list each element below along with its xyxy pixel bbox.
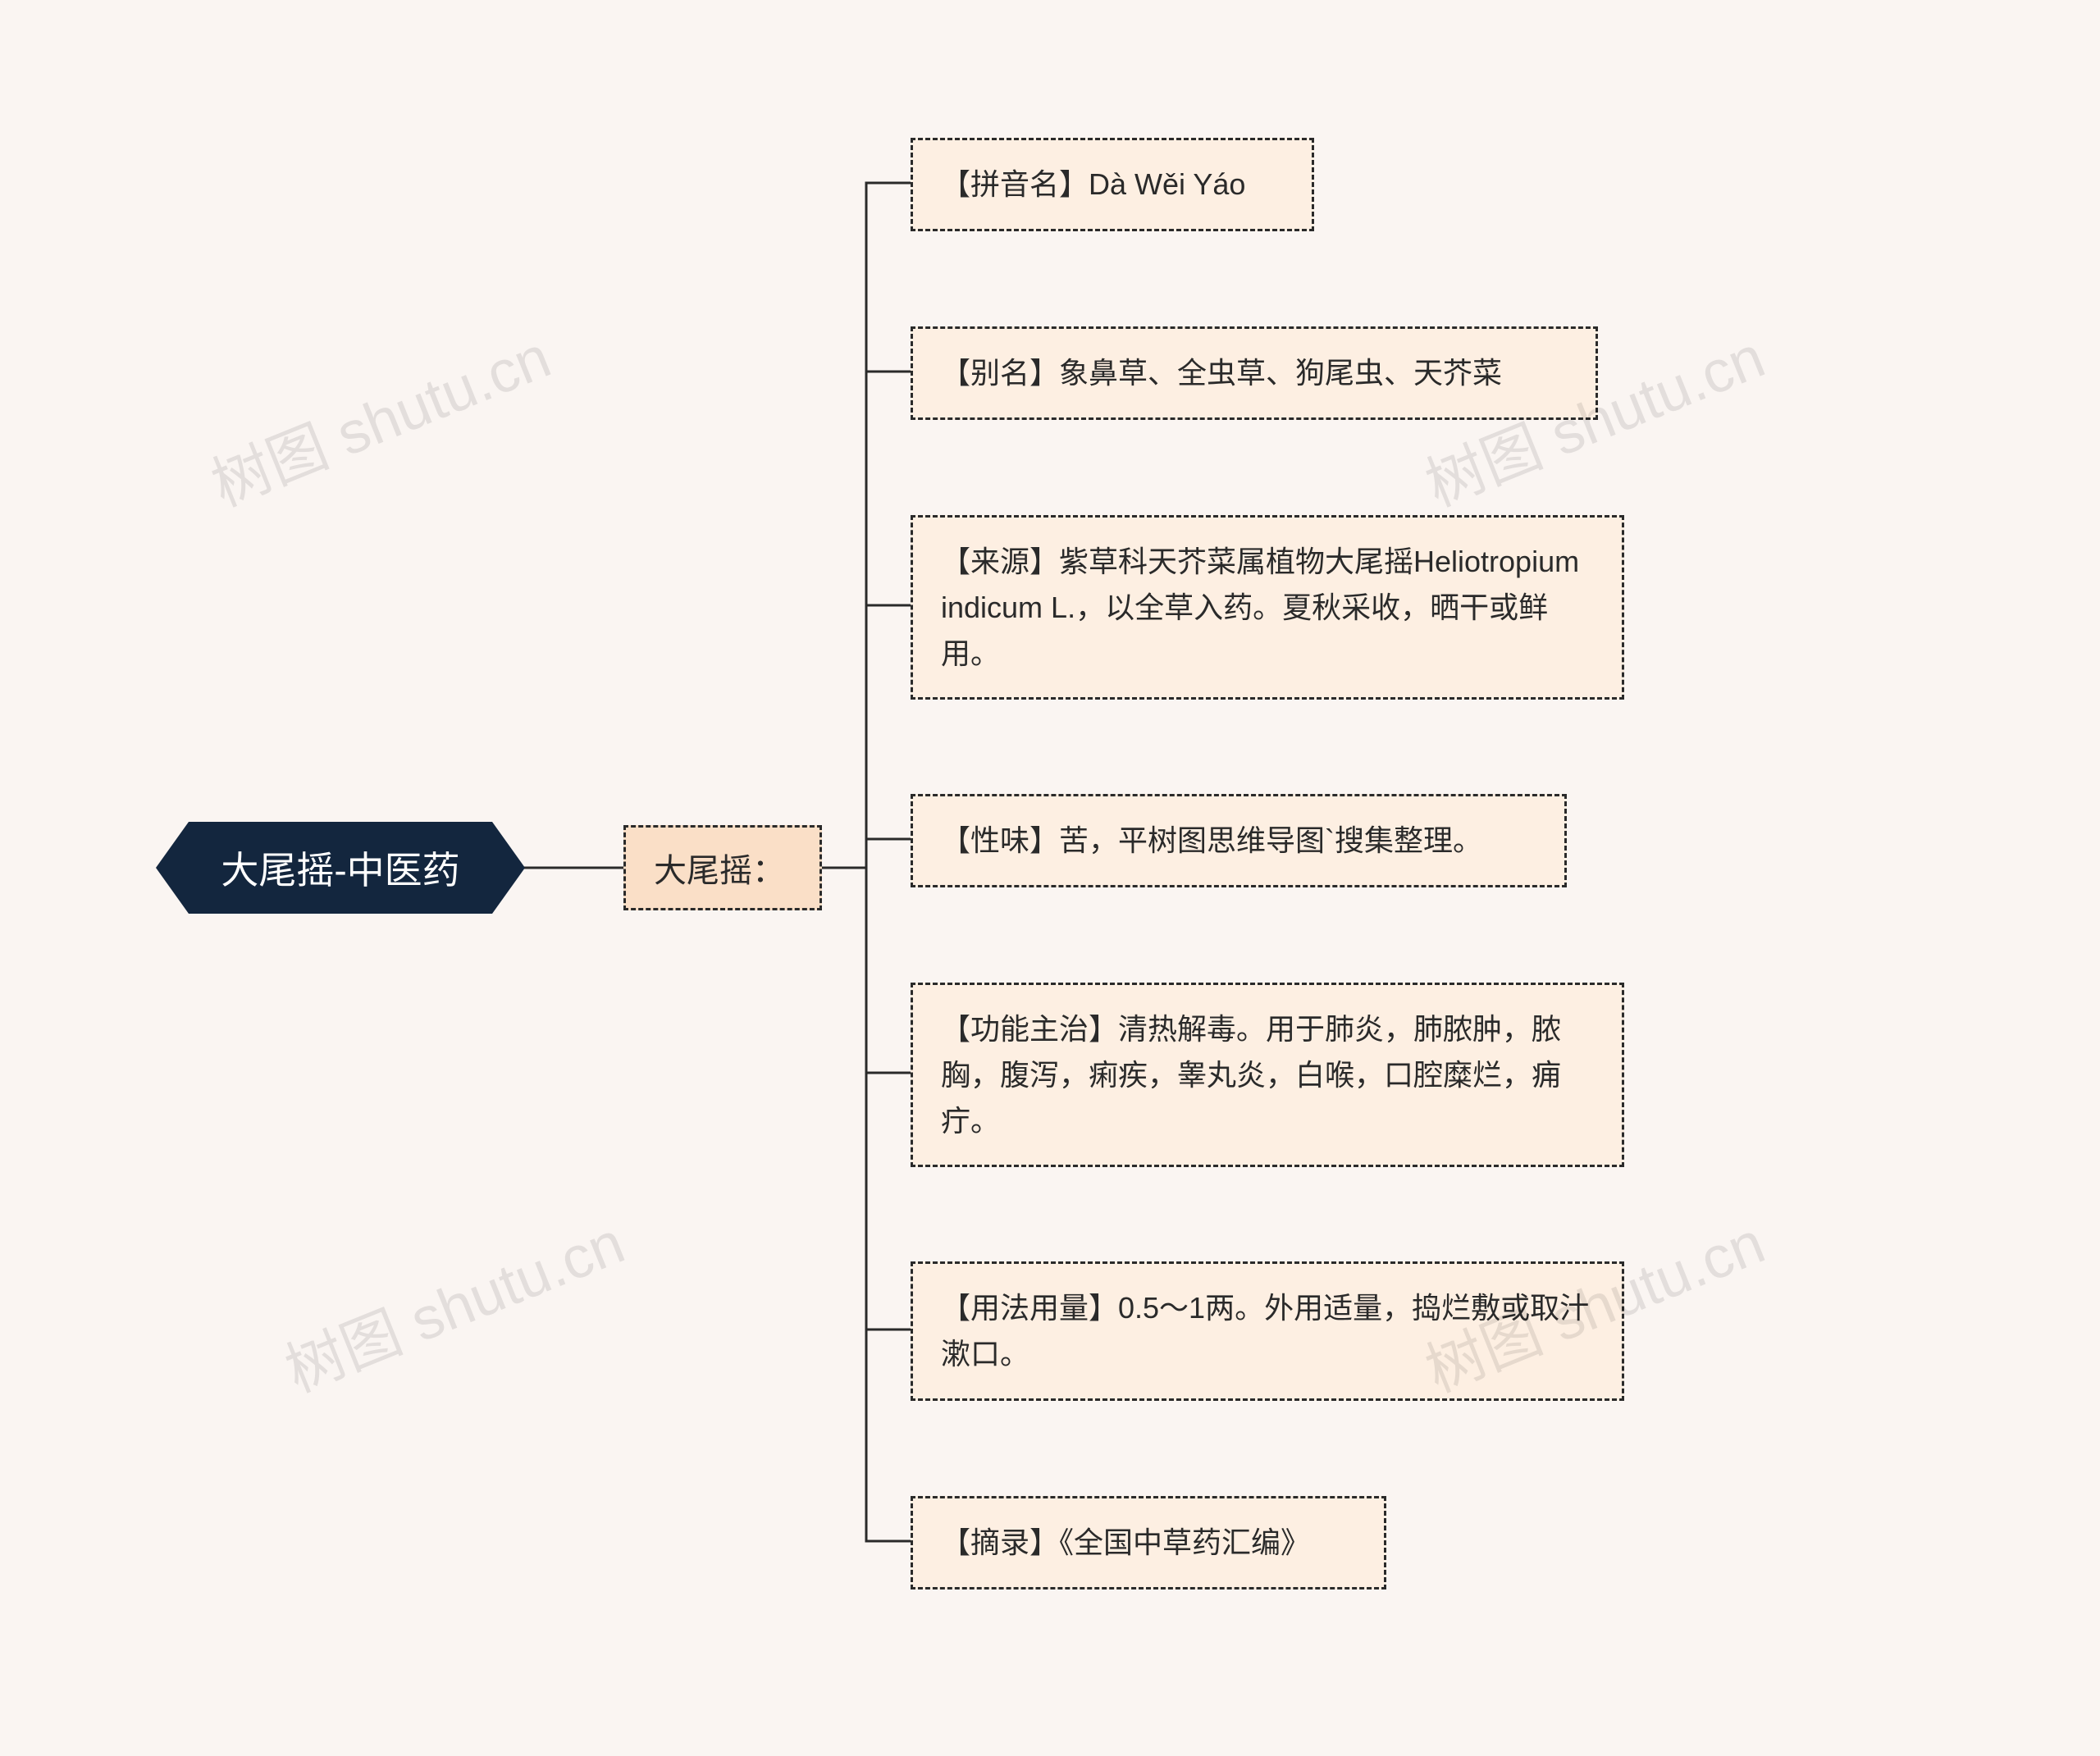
- watermark-0: 树图 shutu.cn: [197, 309, 561, 523]
- leaf-node-5: 【用法用量】0.5～1两。外用适量，捣烂敷或取汁漱口。: [911, 1261, 1624, 1401]
- leaf-node-3: 【性味】苦，平树图思维导图`搜集整理。: [911, 794, 1567, 887]
- leaf-node-0: 【拼音名】Dà Wěi Yáo: [911, 138, 1314, 231]
- root-node: 大尾摇-中医药: [156, 822, 525, 914]
- leaf-node-2: 【来源】紫草科天芥菜属植物大尾摇Heliotropium indicum L.，…: [911, 515, 1624, 700]
- watermark-2: 树图 shutu.cn: [271, 1195, 635, 1409]
- leaf-node-1: 【别名】象鼻草、全虫草、狗尾虫、天芥菜: [911, 326, 1598, 420]
- leaf-node-4: 【功能主治】清热解毒。用于肺炎，肺脓肿，脓胸，腹泻，痢疾，睾丸炎，白喉，口腔糜烂…: [911, 983, 1624, 1167]
- leaf-node-6: 【摘录】《全国中草药汇编》: [911, 1496, 1386, 1590]
- sub-node: 大尾摇：: [623, 825, 822, 910]
